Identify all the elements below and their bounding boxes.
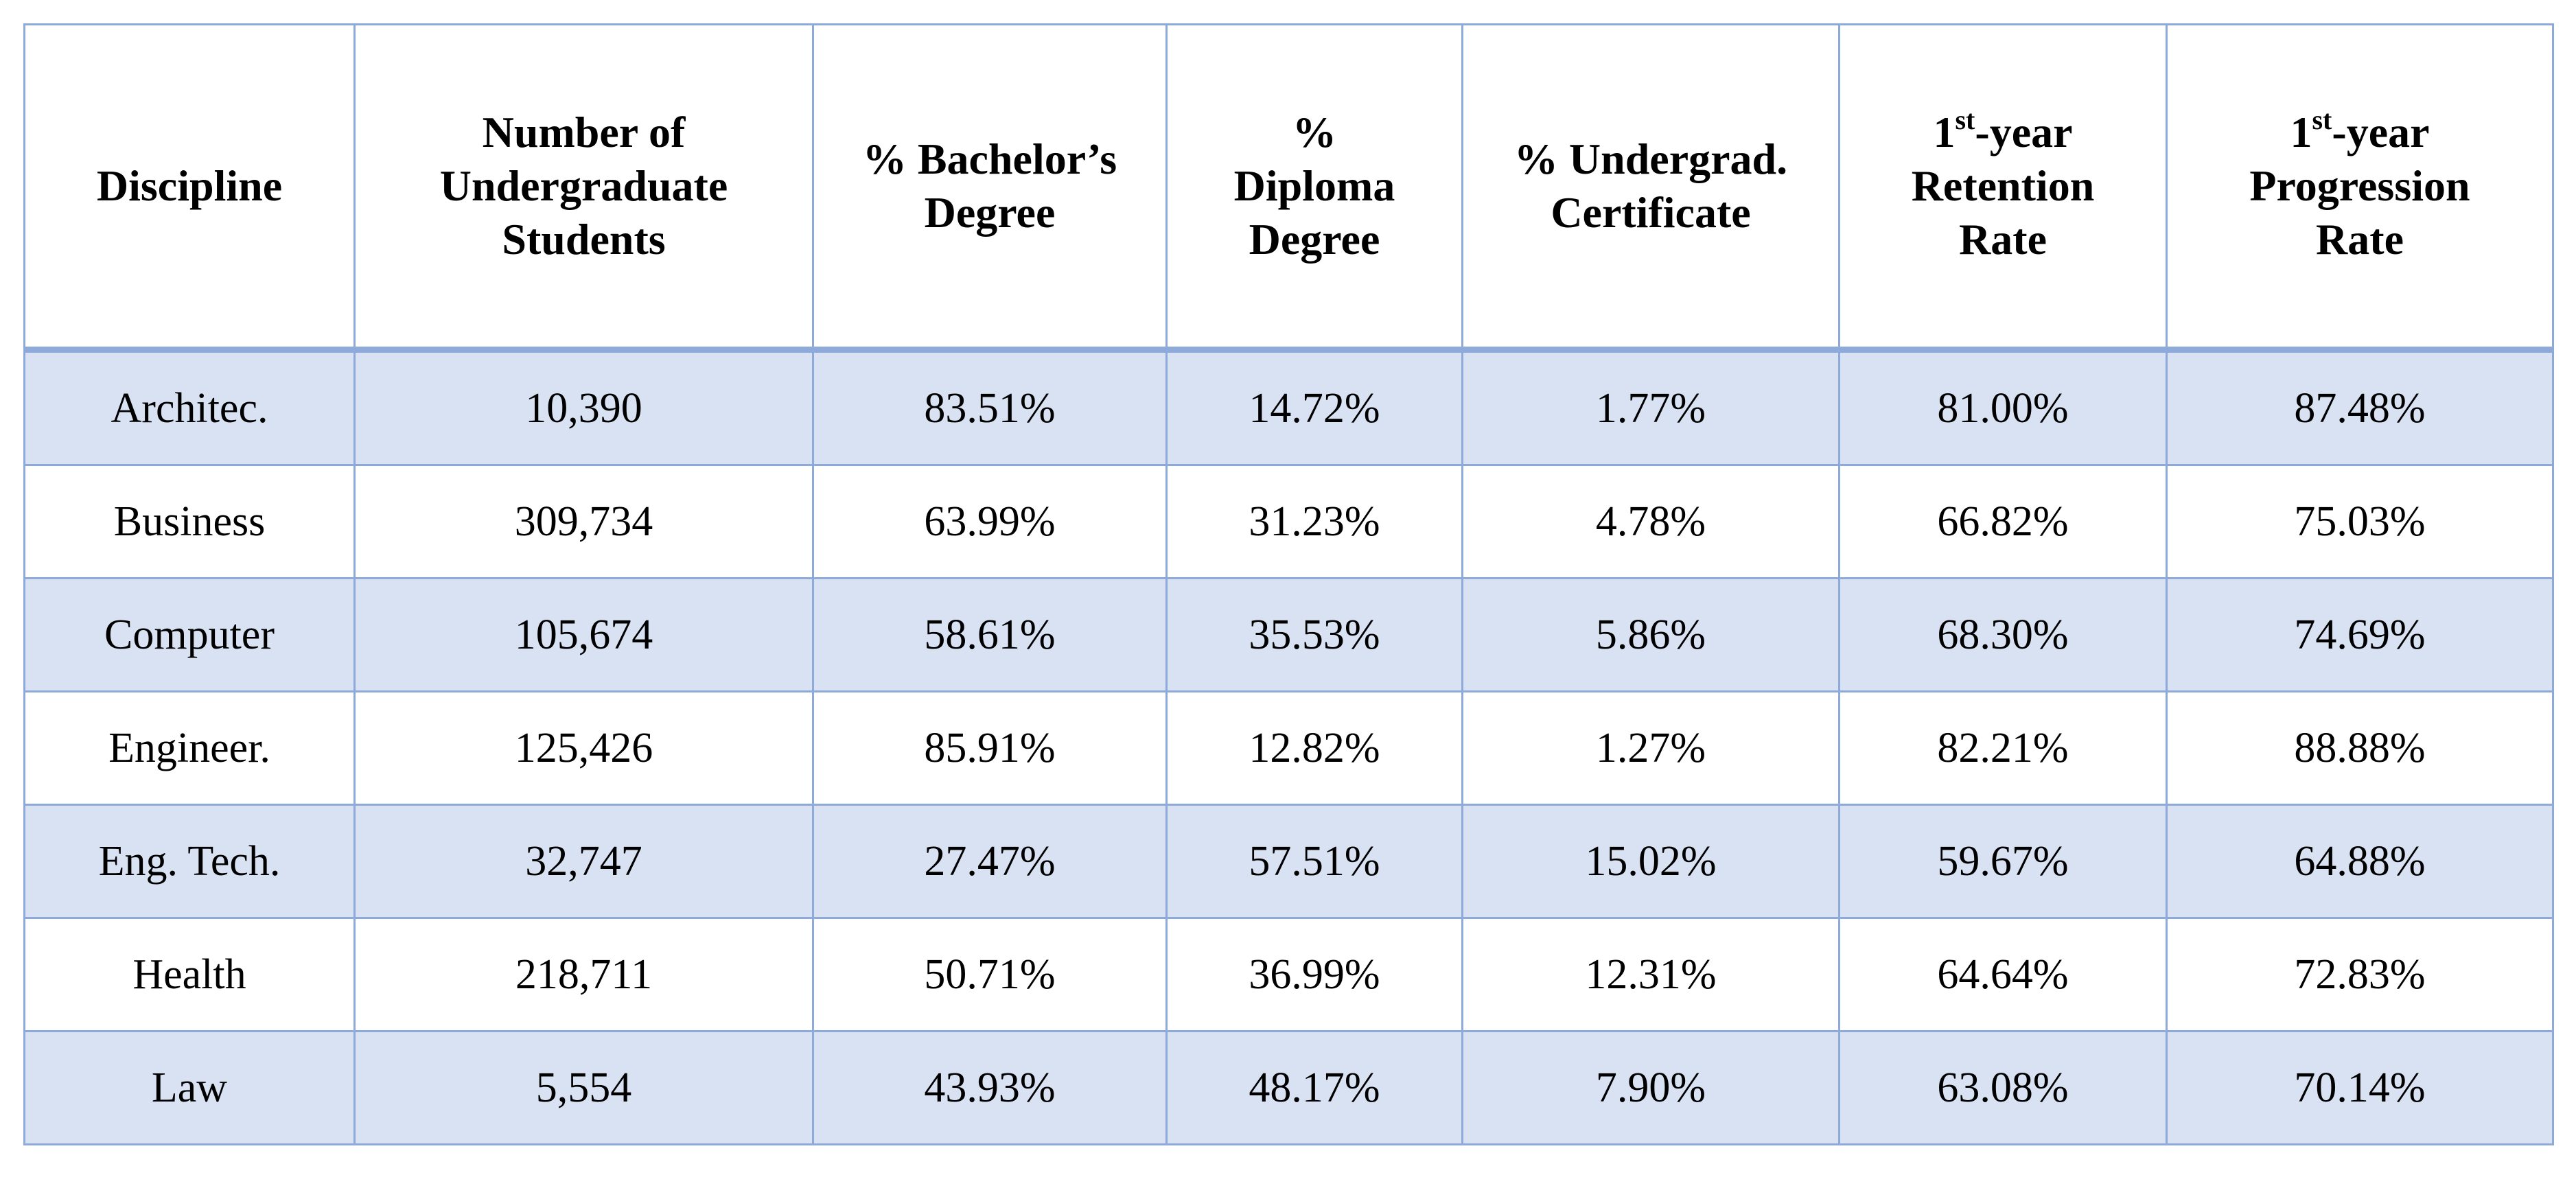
cell-discipline: Health — [23, 917, 356, 1032]
cell-progression: 75.03% — [2166, 464, 2554, 579]
header-line: Students — [502, 215, 666, 264]
ordinal-rest: -year — [2332, 108, 2430, 156]
cell-certificate: 1.27% — [1461, 690, 1840, 806]
cell-certificate: 7.90% — [1461, 1030, 1840, 1145]
cell-diploma: 31.23% — [1165, 464, 1463, 579]
table-row: Architec. 10,390 83.51% 14.72% 1.77% 81.… — [23, 349, 2554, 466]
ordinal-suffix: st — [2312, 104, 2332, 135]
header-line: Undergraduate — [439, 161, 728, 210]
cell-certificate: 5.86% — [1461, 577, 1840, 692]
table-row: Computer 105,674 58.61% 35.53% 5.86% 68.… — [23, 577, 2554, 692]
cell-retention: 64.64% — [1838, 917, 2168, 1032]
cell-bachelors: 83.51% — [812, 349, 1168, 466]
cell-bachelors: 43.93% — [812, 1030, 1168, 1145]
cell-progression: 88.88% — [2166, 690, 2554, 806]
header-line: Rate — [1959, 215, 2047, 264]
cell-certificate: 4.78% — [1461, 464, 1840, 579]
header-retention-rate: 1st-year Retention Rate — [1838, 23, 2168, 353]
cell-progression: 64.88% — [2166, 804, 2554, 919]
cell-progression: 87.48% — [2166, 349, 2554, 466]
cell-students: 32,747 — [353, 804, 814, 919]
header-line: Number of — [482, 108, 686, 156]
header-discipline: Discipline — [23, 23, 356, 353]
cell-students: 105,674 — [353, 577, 814, 692]
header-progression-rate: 1st-year Progression Rate — [2166, 23, 2554, 353]
ordinal-number: 1 — [1933, 108, 1956, 156]
cell-students: 125,426 — [353, 690, 814, 806]
header-line: Degree — [924, 188, 1056, 237]
table-row: Eng. Tech. 32,747 27.47% 57.51% 15.02% 5… — [23, 804, 2554, 919]
header-undergraduate-students: Number of Undergraduate Students — [353, 23, 814, 353]
ordinal-number: 1 — [2290, 108, 2312, 156]
cell-discipline: Engineer. — [23, 690, 356, 806]
header-undergrad-certificate: % Undergrad. Certificate — [1461, 23, 1840, 353]
cell-diploma: 14.72% — [1165, 349, 1463, 466]
cell-students: 10,390 — [353, 349, 814, 466]
cell-students: 309,734 — [353, 464, 814, 579]
cell-bachelors: 58.61% — [812, 577, 1168, 692]
cell-diploma: 57.51% — [1165, 804, 1463, 919]
ordinal-suffix: st — [1955, 104, 1975, 135]
cell-diploma: 35.53% — [1165, 577, 1463, 692]
header-bachelors-degree: % Bachelor’s Degree — [812, 23, 1168, 353]
cell-retention: 59.67% — [1838, 804, 2168, 919]
header-line: % Undergrad. — [1513, 135, 1788, 183]
cell-bachelors: 27.47% — [812, 804, 1168, 919]
header-line: Retention — [1911, 161, 2095, 210]
header-line: 1st-year — [1840, 106, 2166, 159]
cell-discipline: Computer — [23, 577, 356, 692]
ordinal-rest: -year — [1975, 108, 2073, 156]
cell-bachelors: 50.71% — [812, 917, 1168, 1032]
header-line: Rate — [2316, 215, 2404, 264]
header-diploma-degree: % Diploma Degree — [1165, 23, 1463, 353]
table-row: Health 218,711 50.71% 36.99% 12.31% 64.6… — [23, 917, 2554, 1032]
cell-students: 5,554 — [353, 1030, 814, 1145]
cell-certificate: 12.31% — [1461, 917, 1840, 1032]
table-body: Architec. 10,390 83.51% 14.72% 1.77% 81.… — [23, 349, 2554, 1145]
discipline-table: Discipline Number of Undergraduate Stude… — [23, 23, 2554, 1145]
discipline-table-container: Discipline Number of Undergraduate Stude… — [23, 23, 2554, 1145]
cell-discipline: Architec. — [23, 349, 356, 466]
cell-bachelors: 63.99% — [812, 464, 1168, 579]
header-line: Certificate — [1551, 188, 1751, 237]
cell-diploma: 12.82% — [1165, 690, 1463, 806]
table-header: Discipline Number of Undergraduate Stude… — [23, 23, 2554, 353]
header-line: Progression — [2249, 161, 2470, 210]
cell-diploma: 36.99% — [1165, 917, 1463, 1032]
cell-progression: 70.14% — [2166, 1030, 2554, 1145]
header-line: Discipline — [96, 161, 283, 210]
cell-retention: 81.00% — [1838, 349, 2168, 466]
cell-certificate: 1.77% — [1461, 349, 1840, 466]
cell-diploma: 48.17% — [1165, 1030, 1463, 1145]
cell-retention: 68.30% — [1838, 577, 2168, 692]
cell-discipline: Business — [23, 464, 356, 579]
header-line: 1st-year — [2168, 106, 2552, 159]
cell-retention: 82.21% — [1838, 690, 2168, 806]
cell-students: 218,711 — [353, 917, 814, 1032]
table-row: Engineer. 125,426 85.91% 12.82% 1.27% 82… — [23, 690, 2554, 806]
header-line: Degree — [1249, 215, 1380, 264]
cell-certificate: 15.02% — [1461, 804, 1840, 919]
cell-retention: 66.82% — [1838, 464, 2168, 579]
cell-progression: 74.69% — [2166, 577, 2554, 692]
header-row: Discipline Number of Undergraduate Stude… — [23, 23, 2554, 353]
cell-retention: 63.08% — [1838, 1030, 2168, 1145]
header-line: Diploma — [1233, 161, 1395, 210]
cell-bachelors: 85.91% — [812, 690, 1168, 806]
cell-discipline: Law — [23, 1030, 356, 1145]
header-line: % Bachelor’s — [862, 135, 1117, 183]
table-row: Law 5,554 43.93% 48.17% 7.90% 63.08% 70.… — [23, 1030, 2554, 1145]
header-line: % — [1292, 108, 1336, 156]
cell-discipline: Eng. Tech. — [23, 804, 356, 919]
table-row: Business 309,734 63.99% 31.23% 4.78% 66.… — [23, 464, 2554, 579]
cell-progression: 72.83% — [2166, 917, 2554, 1032]
